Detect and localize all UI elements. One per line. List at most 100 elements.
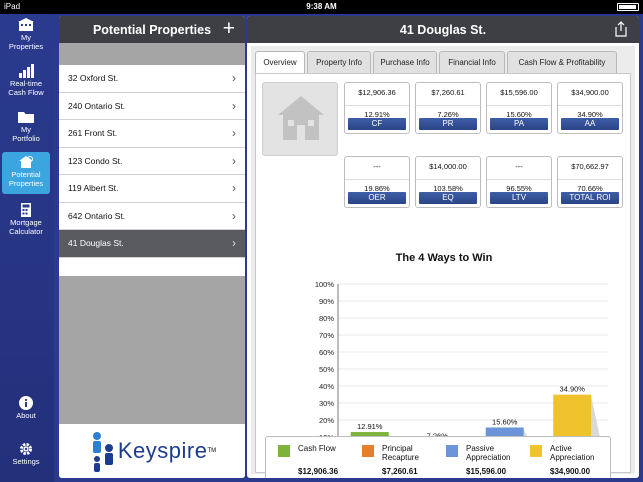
chevron-right-icon: ›	[232, 98, 236, 113]
chart-title: The 4 Ways to Win	[395, 252, 493, 264]
property-row[interactable]: 119 Albert St. ›	[59, 175, 245, 203]
legend-label-line: Appreciation	[466, 453, 511, 462]
legend-swatch	[362, 445, 374, 457]
legend-label: Passive Appreciation	[466, 444, 510, 462]
info-icon	[19, 396, 33, 410]
nav-my-properties[interactable]: My Properties	[2, 18, 50, 56]
metric-label: LTV	[490, 192, 548, 204]
add-property-button[interactable]: +	[222, 17, 235, 40]
legend-amount: $12,906.36	[298, 467, 339, 476]
y-tick-label: 20%	[319, 416, 334, 425]
metric-oer: --- 19.86% OER	[344, 156, 410, 208]
y-tick-label: 70%	[319, 331, 334, 340]
nav-cash-flow[interactable]: Real-time Cash Flow	[2, 64, 50, 102]
legend-label-line: Principal	[382, 444, 413, 453]
metric-percent: 12.91%	[345, 105, 409, 119]
nav-label: About	[16, 411, 36, 420]
panel-title: Potential Properties	[92, 22, 212, 37]
y-tick-label: 50%	[319, 365, 334, 374]
metric-label: OER	[348, 192, 406, 204]
metric-amount: $70,662.97	[571, 162, 609, 171]
metric-percent: 19.86%	[345, 179, 409, 193]
nav-about[interactable]: About	[2, 396, 50, 426]
chevron-right-icon: ›	[232, 181, 236, 195]
battery-icon	[617, 3, 639, 11]
keyspire-logo: Keyspire TM	[59, 424, 245, 478]
metric-label: CF	[348, 118, 406, 130]
metric-amount: ---	[515, 162, 523, 171]
building-icon	[18, 18, 34, 31]
property-list: 32 Oxford St. › 240 Ontario St. › 261 Fron…	[59, 65, 245, 258]
metric-percent: 96.55%	[487, 179, 551, 193]
legend-item-active-appreciation: Active Appreciation $34,900.00	[530, 443, 614, 478]
metric-ltv: --- 96.55% LTV	[486, 156, 552, 208]
nav-portfolio[interactable]: My Portfolio	[2, 110, 50, 148]
nav-mortgage-calculator[interactable]: Mortgage Calculator	[2, 203, 50, 241]
calculator-icon	[21, 203, 31, 217]
nav-label: Cash Flow	[8, 87, 44, 97]
nav-label: Portfolio	[12, 133, 40, 143]
property-name: 642 Ontario St.	[68, 210, 126, 221]
metric-label: EQ	[419, 192, 477, 204]
chevron-right-icon: ›	[232, 71, 236, 85]
metric-amount: $12,906.36	[358, 88, 396, 97]
tab-cash-flow-profitability[interactable]: Cash Flow & Profitability	[507, 51, 617, 73]
bar-data-label: 15.60%	[492, 417, 518, 426]
folder-icon	[18, 112, 34, 123]
property-row[interactable]: 642 Ontario St. ›	[59, 203, 245, 230]
metric-aa: $34,900.00 34.90% AA	[557, 82, 623, 134]
tab-financial-info[interactable]: Financial Info	[439, 51, 505, 73]
metric-label: PA	[490, 118, 548, 130]
metric-total-roi: $70,662.97 70.66% TOTAL ROI	[557, 156, 623, 208]
property-name: 123 Condo St.	[68, 155, 123, 166]
nav-label: Settings	[12, 457, 40, 466]
nav-settings[interactable]: Settings	[2, 442, 50, 472]
property-title: 41 Douglas St.	[399, 22, 487, 37]
keyspire-figures-icon	[92, 432, 113, 472]
house-search-icon	[19, 156, 33, 168]
property-row[interactable]: 32 Oxford St. ›	[59, 65, 245, 93]
metric-label: TOTAL ROI	[561, 192, 619, 204]
nav-label: Calculator	[9, 226, 43, 236]
chevron-right-icon: ›	[232, 153, 236, 168]
property-row[interactable]: 261 Front St. ›	[59, 120, 245, 148]
house-icon	[278, 96, 324, 140]
metric-amount: $14,000.00	[429, 162, 467, 171]
legend-swatch	[446, 445, 458, 457]
nav-label: Real-time	[9, 79, 43, 88]
metric-amount: $34,900.00	[571, 88, 609, 97]
tab-property-info[interactable]: Property Info	[307, 51, 371, 73]
side-nav: My Properties Real-time Cash Flow My Por…	[0, 14, 54, 482]
metric-percent: 7.26%	[416, 105, 480, 119]
property-name: 261 Front St.	[68, 128, 118, 139]
bar-data-label: 12.91%	[357, 422, 383, 431]
overview-content: $12,906.36 12.91% CF $7,260.61 7.26% PR …	[255, 73, 631, 473]
property-row[interactable]: 240 Ontario St. ›	[59, 93, 245, 120]
metric-eq: $14,000.00 103.58% EQ	[415, 156, 481, 208]
legend-swatch	[278, 445, 290, 457]
legend-label-line: Recapture	[382, 453, 419, 462]
property-photo-placeholder[interactable]	[262, 82, 338, 156]
legend-item-cash-flow: Cash Flow $12,906.36	[278, 443, 362, 478]
metric-pr: $7,260.61 7.26% PR	[415, 82, 481, 134]
property-name: 119 Albert St.	[68, 183, 119, 194]
y-tick-label: 80%	[319, 314, 334, 323]
chevron-right-icon: ›	[232, 236, 236, 250]
share-icon[interactable]	[615, 21, 627, 37]
bar-chart-icon	[19, 64, 34, 78]
nav-label: Properties	[8, 41, 44, 51]
logo-trademark: TM	[207, 448, 217, 454]
panel-spacer	[59, 43, 245, 65]
metric-amount: $7,260.61	[431, 88, 465, 97]
y-tick-label: 30%	[319, 399, 334, 408]
legend-amount: $34,900.00	[550, 467, 591, 476]
logo-text: Keyspire	[117, 438, 208, 463]
nav-label: Mortgage	[10, 218, 42, 227]
tab-purchase-info[interactable]: Purchase Info	[373, 51, 437, 73]
tab-overview[interactable]: Overview	[255, 51, 305, 73]
nav-potential-properties[interactable]: Potential Properties	[2, 152, 50, 194]
property-row[interactable]: 123 Condo St. ›	[59, 148, 245, 175]
property-row-selected[interactable]: 41 Douglas St. ›	[59, 230, 245, 258]
status-bar: iPad 9:38 AM	[0, 0, 643, 14]
legend-label: Active Appreciation	[550, 444, 594, 462]
